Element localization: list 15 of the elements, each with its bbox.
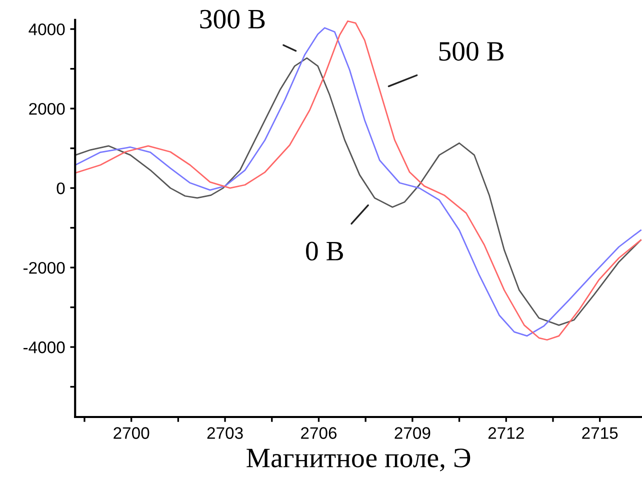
x-tick-label: 2700: [114, 427, 150, 439]
annotation: 300 В: [200, 10, 265, 29]
annotation: 500 В: [439, 42, 504, 61]
x-tick-label: 2712: [488, 427, 524, 439]
x-tick-label: 2706: [301, 427, 337, 439]
y-tick-label: -2000: [24, 262, 65, 274]
y-tick-label: 4000: [28, 23, 65, 36]
x-tick-label: 2703: [207, 427, 243, 439]
annotation: 0 В: [306, 242, 343, 260]
x-axis-title: Магнитное поле, Э: [246, 448, 470, 472]
y-tick-label: -4000: [24, 341, 65, 354]
y-tick-label: 2000: [29, 102, 65, 115]
x-tick-label: 2709: [394, 427, 430, 439]
x-tick-label: 2715: [582, 427, 618, 439]
y-tick-label: 0: [56, 182, 65, 194]
